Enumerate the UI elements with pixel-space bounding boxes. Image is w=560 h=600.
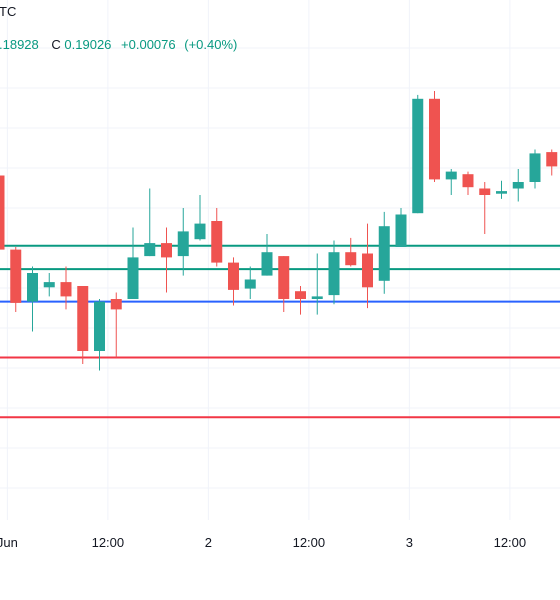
close-label: C	[51, 37, 60, 52]
candle-body	[462, 174, 474, 188]
candle-body	[177, 231, 189, 257]
candle-30	[479, 182, 491, 234]
candle-body	[311, 296, 323, 299]
candle-body	[244, 279, 256, 289]
x-tick-label: 2	[205, 535, 212, 550]
candle-body	[27, 273, 38, 302]
change-value: +0.00076	[121, 37, 176, 52]
candle-12	[177, 208, 189, 276]
candle-body	[529, 153, 541, 182]
candle-body	[295, 291, 306, 299]
candle-body	[412, 98, 424, 214]
candle-14	[211, 208, 223, 267]
candle-body	[110, 299, 122, 310]
candle-body	[261, 252, 273, 276]
candles	[0, 91, 558, 371]
candle-7	[94, 299, 105, 371]
candle-body	[211, 221, 223, 263]
candle-body	[144, 243, 156, 257]
candle-26	[412, 94, 424, 214]
candle-1	[0, 175, 5, 250]
candle-body	[77, 286, 89, 351]
candle-body	[328, 252, 340, 296]
candle-29	[462, 171, 474, 195]
candle-body	[0, 175, 5, 250]
grid-lines	[0, 0, 560, 520]
x-tick-label: 12:00	[293, 535, 326, 550]
candle-body	[378, 226, 390, 281]
candle-18	[278, 256, 290, 312]
x-tick-label: Jun	[0, 535, 18, 550]
candle-32	[512, 169, 524, 202]
candle-11	[161, 227, 172, 293]
candle-17	[261, 234, 273, 276]
candle-10	[144, 188, 156, 257]
candle-body	[94, 301, 105, 351]
candle-8	[110, 292, 122, 358]
candle-body	[60, 282, 72, 297]
candle-34	[546, 149, 558, 176]
candle-5	[60, 266, 72, 310]
candle-33	[529, 149, 541, 189]
candle-body	[362, 253, 373, 288]
candle-3	[27, 266, 38, 332]
candle-20	[311, 253, 323, 315]
candle-body	[479, 188, 491, 195]
candle-25	[395, 208, 407, 247]
candle-15	[228, 257, 239, 306]
candle-9	[127, 227, 139, 299]
candle-body	[43, 282, 55, 288]
candle-body	[161, 243, 172, 258]
candle-13	[194, 195, 206, 241]
x-tick-label: 12:00	[92, 535, 125, 550]
close-value: 0.19026	[64, 37, 111, 52]
change-percent: (+0.40%)	[184, 37, 237, 52]
candle-22	[345, 237, 357, 267]
x-axis-ticks: Jun 12:00 2 12:00 3 12:00	[0, 535, 526, 550]
candle-2	[10, 247, 22, 312]
candle-body	[496, 191, 507, 194]
candle-body	[194, 223, 206, 240]
candle-24	[378, 211, 390, 294]
candle-body	[10, 249, 22, 303]
candle-21	[328, 240, 340, 305]
candle-body	[429, 98, 440, 180]
low-fragment: .18928	[0, 37, 39, 52]
x-tick-label: 3	[406, 535, 413, 550]
candle-6	[77, 286, 89, 364]
candle-body	[345, 252, 357, 266]
symbol-fragment: TC	[0, 4, 16, 19]
candle-body	[395, 214, 407, 247]
candle-28	[445, 169, 457, 195]
candle-4	[43, 273, 55, 297]
candle-body	[546, 152, 558, 167]
candle-23	[362, 223, 373, 309]
x-tick-label: 12:00	[494, 535, 527, 550]
candle-body	[512, 182, 524, 189]
candle-body	[278, 256, 290, 299]
candle-27	[429, 91, 440, 182]
candle-body	[445, 171, 457, 180]
candle-19	[295, 286, 306, 315]
ohlc-values: .18928 C 0.19026 +0.00076 (+0.40%)	[0, 37, 237, 52]
candle-body	[127, 257, 139, 299]
ohlc-header: TC .18928 C 0.19026 +0.00076 (+0.40%)	[0, 4, 237, 52]
candle-body	[228, 262, 239, 290]
candle-31	[496, 180, 507, 199]
candle-16	[244, 266, 256, 299]
